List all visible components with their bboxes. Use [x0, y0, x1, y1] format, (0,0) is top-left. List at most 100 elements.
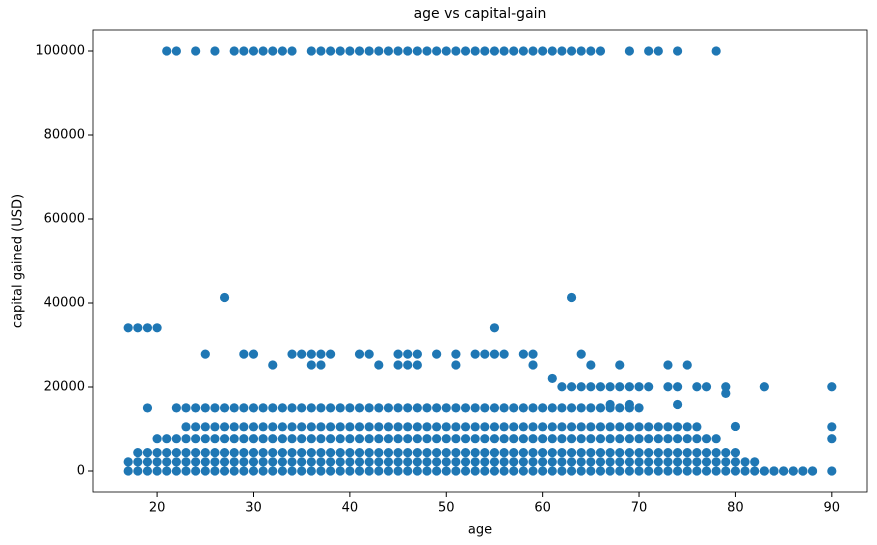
point [403, 466, 413, 476]
point [451, 403, 461, 413]
point [325, 422, 336, 432]
point [422, 447, 432, 458]
point [566, 292, 577, 303]
point [374, 46, 384, 56]
point [393, 422, 403, 432]
point [692, 447, 702, 458]
point [557, 434, 567, 444]
x-tick-label: 70 [631, 501, 648, 516]
point [566, 466, 577, 476]
point [422, 403, 432, 413]
point [268, 466, 278, 476]
point [412, 434, 422, 444]
point [403, 46, 413, 56]
point [586, 422, 596, 432]
point [277, 403, 288, 413]
point [441, 466, 451, 476]
point [229, 403, 239, 413]
point [374, 457, 384, 467]
point [451, 422, 461, 432]
point [345, 466, 355, 476]
point [460, 422, 471, 432]
point [470, 403, 480, 413]
point [653, 434, 663, 444]
point [210, 447, 220, 458]
point [354, 46, 365, 56]
point [354, 349, 365, 359]
point [277, 46, 288, 56]
point [383, 403, 394, 413]
point [142, 403, 153, 413]
point [268, 422, 278, 432]
point [325, 434, 336, 444]
point [586, 447, 596, 458]
point [422, 434, 432, 444]
point [624, 382, 635, 392]
point [345, 447, 355, 458]
point [566, 422, 577, 432]
point [229, 422, 239, 432]
point [191, 46, 201, 56]
point [499, 466, 509, 476]
point [287, 403, 297, 413]
point [325, 466, 336, 476]
point [191, 457, 201, 467]
chart-title: age vs capital-gain [414, 6, 547, 22]
point [451, 349, 461, 359]
point [354, 422, 365, 432]
point [412, 403, 422, 413]
point [538, 457, 548, 467]
point [171, 403, 181, 413]
point [297, 403, 307, 413]
point [248, 447, 259, 458]
point [489, 403, 500, 413]
point [547, 373, 557, 384]
point [345, 457, 355, 467]
point [248, 349, 259, 359]
point [692, 466, 702, 476]
point [470, 434, 480, 444]
point [403, 349, 413, 359]
x-tick-label: 90 [824, 501, 841, 516]
point [258, 447, 268, 458]
point [740, 457, 750, 467]
point [624, 422, 635, 432]
point [354, 447, 365, 458]
point [162, 447, 172, 458]
point [576, 457, 586, 467]
point [152, 457, 162, 467]
point [730, 421, 741, 432]
point [557, 422, 567, 432]
point [374, 434, 384, 444]
point [480, 349, 490, 359]
point [412, 457, 422, 467]
point [663, 434, 673, 444]
point [364, 434, 374, 444]
point [451, 466, 461, 476]
point [219, 466, 230, 476]
point [345, 434, 355, 444]
point [403, 360, 413, 370]
point [316, 466, 326, 476]
point [721, 457, 731, 467]
point [364, 457, 374, 467]
point [239, 447, 249, 458]
x-tick-label: 40 [342, 501, 359, 516]
point [393, 434, 403, 444]
point [701, 434, 712, 444]
point [730, 457, 741, 467]
point [528, 457, 538, 467]
point [509, 466, 519, 476]
point [239, 434, 249, 444]
point [374, 466, 384, 476]
point [277, 434, 288, 444]
point [566, 434, 577, 444]
point [306, 349, 316, 359]
point [807, 466, 818, 476]
y-tick-label: 40000 [44, 296, 85, 311]
point [219, 434, 230, 444]
point [460, 46, 471, 56]
point [605, 382, 615, 392]
point [518, 46, 528, 56]
point [219, 457, 230, 467]
